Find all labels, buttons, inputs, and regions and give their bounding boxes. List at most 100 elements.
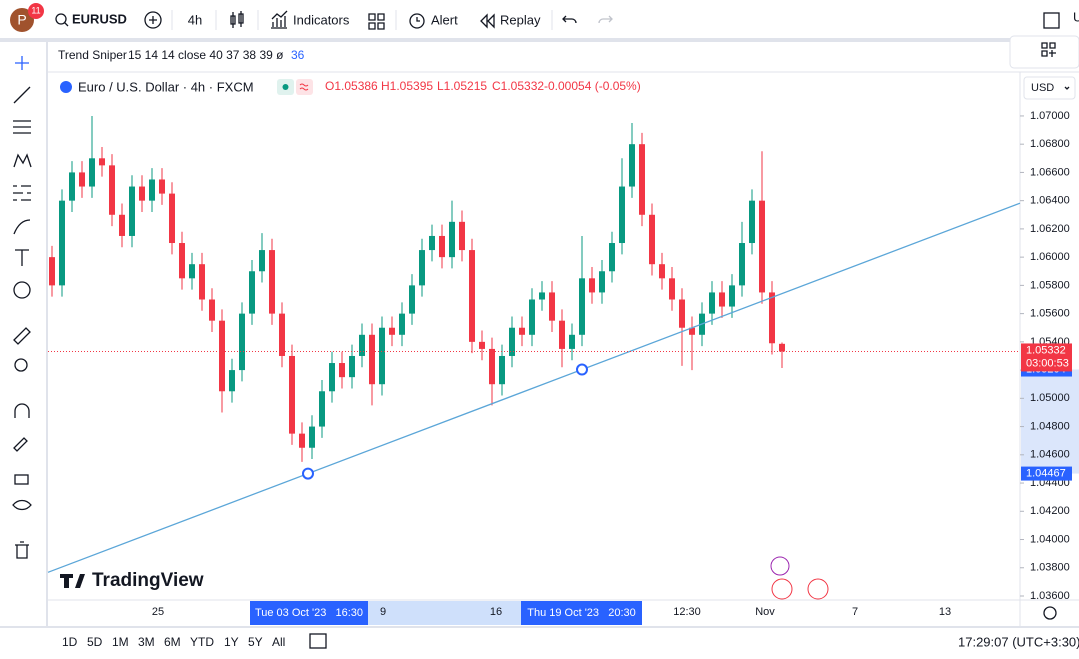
brush-tool[interactable]: [13, 219, 31, 235]
range-button[interactable]: 5Y: [248, 635, 263, 649]
range-button[interactable]: All: [272, 635, 285, 649]
candle-body: [609, 243, 615, 272]
pattern-tool[interactable]: [13, 153, 32, 168]
zoom-tool[interactable]: [14, 358, 28, 372]
price-range-highlight: [1021, 369, 1079, 474]
candle-body: [369, 334, 375, 385]
chart: 1.036001.038001.040001.042001.044001.046…: [47, 110, 1079, 625]
alert-icon: [416, 17, 420, 22]
candle-body: [49, 257, 55, 286]
candle-body: [379, 327, 385, 385]
candle-body: [259, 250, 265, 272]
lock-tool[interactable]: [14, 474, 29, 485]
last-price-box: [1021, 343, 1072, 372]
range-button[interactable]: 5D: [87, 635, 103, 649]
range-button[interactable]: 1D: [62, 635, 78, 649]
logo: [60, 574, 85, 588]
x-tick-label: 12:30: [673, 606, 701, 618]
candle-body: [429, 235, 435, 251]
redo[interactable]: [598, 15, 613, 24]
visibility-tool[interactable]: [12, 499, 32, 511]
candle-body: [169, 193, 175, 244]
magnet-tool[interactable]: [14, 403, 30, 418]
ruler-tool[interactable]: [13, 327, 31, 345]
candle-body: [669, 278, 675, 300]
sidebar-divider: [46, 42, 48, 627]
candle-body: [639, 144, 645, 215]
candle-body: [599, 271, 605, 293]
search-icon: [55, 13, 67, 25]
indicators-button[interactable]: Indicators: [293, 12, 350, 27]
event-icon[interactable]: [771, 578, 793, 600]
toolbar-divider: [0, 38, 1079, 42]
candle-body: [109, 165, 115, 215]
ohlc-change: -0.00054 (-0.05%): [544, 79, 641, 93]
range-button[interactable]: 6M: [164, 635, 181, 649]
fullscreen[interactable]: [1043, 12, 1060, 29]
candle-body: [579, 278, 585, 335]
undo[interactable]: [562, 15, 577, 24]
candle-body: [539, 292, 545, 300]
x-tick-label: 7: [852, 606, 858, 618]
range-button[interactable]: 1Y: [224, 635, 239, 649]
event-icon[interactable]: [770, 556, 790, 576]
candle-body: [649, 214, 655, 265]
range-button[interactable]: 3M: [138, 635, 155, 649]
date-range-icon[interactable]: [309, 633, 327, 649]
symbol[interactable]: EURUSD: [72, 11, 127, 26]
replay-button[interactable]: Replay: [500, 12, 541, 27]
fib-tool[interactable]: [13, 120, 31, 134]
candle-body: [299, 433, 305, 448]
x-highlight-label: Tue 03 Oct '23 16:30: [255, 607, 363, 619]
crosshair-tool[interactable]: [15, 56, 29, 70]
candle-body: [559, 320, 565, 349]
y-tick-label: 1.06200: [1030, 223, 1070, 235]
candle-body: [509, 327, 515, 356]
candle-body: [149, 179, 155, 201]
candle-body: [519, 327, 525, 335]
range-button[interactable]: YTD: [190, 635, 214, 649]
currency-select[interactable]: [1023, 76, 1076, 100]
x-tick-label: 25: [152, 606, 164, 618]
y-tick-label: 1.04200: [1030, 505, 1070, 517]
ohlc-open: O1.05386: [325, 79, 378, 93]
candle-body: [79, 172, 85, 187]
candle-body: [59, 200, 65, 286]
floating-panel: [1009, 35, 1079, 69]
text-tool[interactable]: [15, 249, 29, 266]
layouts[interactable]: [368, 13, 385, 30]
ohlc-close: C1.05332: [492, 79, 544, 93]
panel-icon[interactable]: [1041, 42, 1056, 57]
candle-body: [279, 313, 285, 356]
candle-body: [89, 158, 95, 187]
last-price-label: 1.05332: [1026, 344, 1066, 356]
emoji-tool[interactable]: [13, 281, 31, 299]
interval[interactable]: 4h: [188, 12, 202, 27]
user-cut: U: [1073, 9, 1079, 24]
currency: USD: [1031, 82, 1054, 94]
alert-button[interactable]: Alert: [431, 12, 458, 27]
candle-body: [389, 327, 395, 335]
candle-body: [99, 158, 105, 166]
trash-tool[interactable]: [15, 541, 29, 559]
candle-body: [269, 250, 275, 314]
trendline-tool[interactable]: [13, 86, 31, 104]
avatar[interactable]: [10, 8, 34, 32]
settings[interactable]: [1043, 606, 1057, 620]
event-icon[interactable]: [807, 578, 829, 600]
candle-body: [309, 426, 315, 448]
drawing-mode[interactable]: [13, 437, 28, 452]
forecast-tool[interactable]: [13, 185, 31, 201]
candle-body: [199, 264, 205, 300]
range-button[interactable]: 1M: [112, 635, 129, 649]
market-dot: [282, 84, 289, 90]
candle-body: [749, 200, 755, 244]
x-highlight-label: Thu 19 Oct '23 20:30: [527, 607, 636, 619]
candle-body: [239, 313, 245, 371]
y-tick-label: 1.06400: [1030, 195, 1070, 207]
candle-body: [339, 363, 345, 378]
add-symbol[interactable]: [144, 11, 162, 29]
chart-type[interactable]: [230, 11, 244, 28]
add-icon: [149, 16, 157, 24]
